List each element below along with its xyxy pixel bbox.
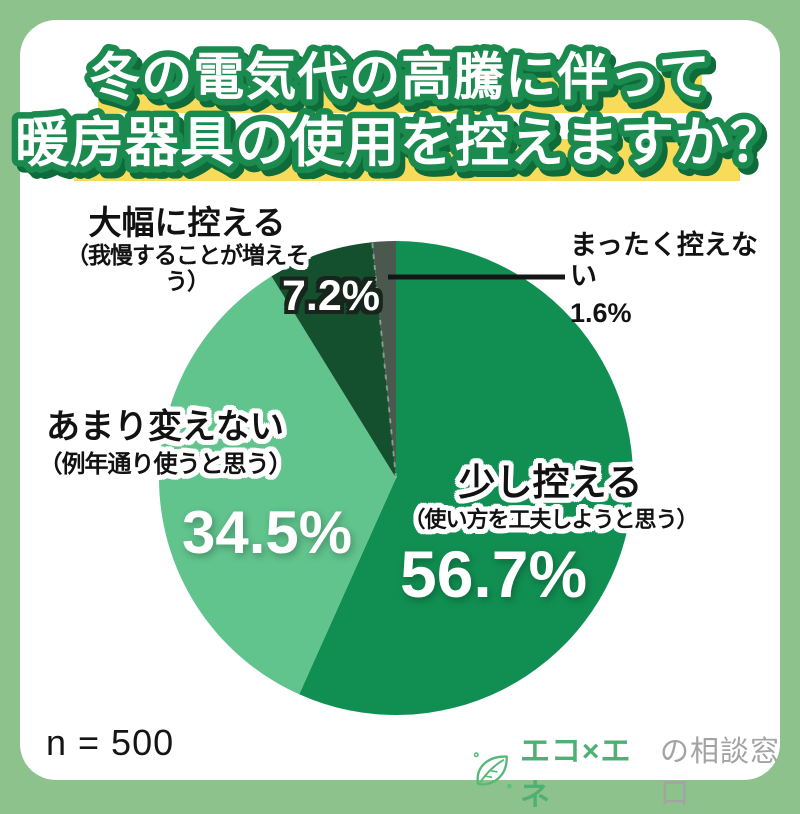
segment-label-text: あまり変えない <box>46 408 284 446</box>
title-line-2-shadow: 暖房器具の使用を控えますか？ <box>20 119 790 179</box>
value-label-not-reduce: 1.6% <box>570 298 632 329</box>
segment-label-slightly-reduce: 少し控える （使い方を工夫しようと思う） <box>398 462 703 532</box>
pie-slice-greatly-reduce <box>271 242 396 478</box>
title-highlight-1 <box>98 75 702 113</box>
pie-slice-not-reduce <box>372 241 396 478</box>
logo-brand-text: エコ×エネ <box>519 735 632 812</box>
value-label-greatly-reduce: 7.2% <box>282 272 381 320</box>
value-label-no-change: 34.5% <box>182 499 353 566</box>
segment-label-greatly-reduce: 大幅に控える （我慢することが増えそう） <box>52 204 322 295</box>
value-label-slightly-reduce: 56.7% <box>400 537 588 611</box>
brand-logo: エコ×エネ の相談窓口 <box>470 726 800 814</box>
title-line-1: 冬の電気代の高騰に伴って <box>89 49 710 106</box>
segment-label-text: 少し控える <box>458 462 643 503</box>
segment-sublabel-text: （使い方を工夫しようと思う） <box>403 506 698 532</box>
segment-label-not-reduce: まったく控えない 1.6% <box>570 230 765 329</box>
logo-suffix-text: の相談窓口 <box>659 736 780 810</box>
title-line-1-shadow: 冬の電気代の高騰に伴って <box>94 55 715 112</box>
title-highlight-2 <box>74 139 740 181</box>
segment-label-text: まったく控えない <box>570 230 758 292</box>
segment-sublabel-text: （我慢することが増えそう） <box>66 241 309 295</box>
pie-slice-no-change <box>158 276 396 695</box>
title-line-2: 暖房器具の使用を控えますか？ <box>15 113 785 173</box>
segment-label-no-change: あまり変えない （例年通り使うと思う） <box>35 408 295 479</box>
segment-label-text: 大幅に控える <box>88 204 286 241</box>
pie-slices <box>158 240 634 715</box>
pie-slice-slightly-reduce <box>299 240 634 715</box>
chart-title: 冬の電気代の高騰に伴って 冬の電気代の高騰に伴って 暖房器具の使用を控えますか？… <box>9 42 796 186</box>
segment-sublabel-text: （例年通り使うと思う） <box>38 451 293 479</box>
sample-size-label: n = 500 <box>46 722 175 763</box>
leaf-icon <box>473 752 512 789</box>
